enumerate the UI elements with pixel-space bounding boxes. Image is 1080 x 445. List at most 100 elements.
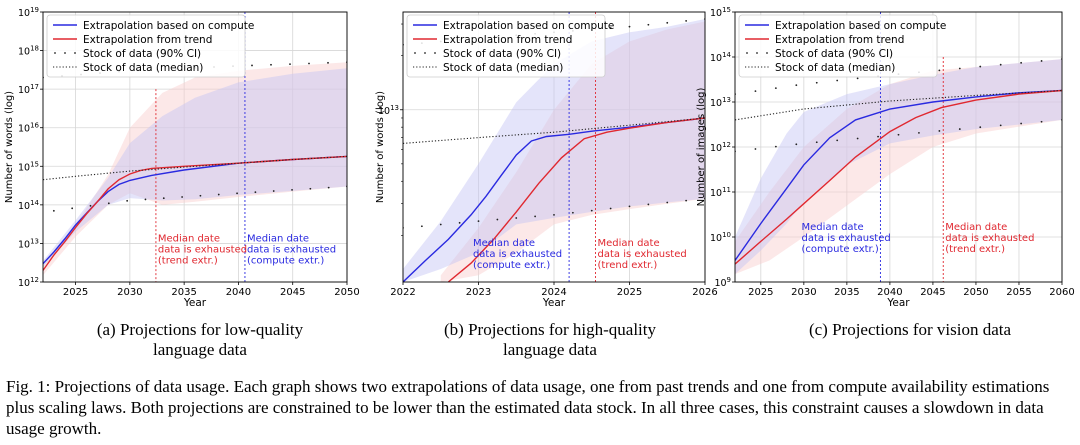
stock-ci-point [251,64,253,67]
legend-swatch-ci-dot [756,52,758,54]
legend-label: Stock of data (90% CI) [443,48,561,60]
legend-swatch-ci-dot [74,52,76,54]
subcaption-a: (a) Projections for low-quality language… [40,320,360,360]
x-tick-label: 2025 [617,287,642,298]
stock-ci-point [938,130,941,132]
x-tick-label: 2022 [390,287,415,298]
x-tick-label: 2045 [280,287,305,298]
stock-ci-point [754,90,757,93]
stock-ci-point [979,126,982,129]
confidence-band-1 [403,19,705,282]
stock-ci-point [458,221,461,224]
x-tick-label: 2026 [692,287,717,298]
legend: Extrapolation based on compute Extrapolat… [406,14,614,78]
legend-label: Stock of data (90% CI) [83,48,201,60]
stock-ci-point [270,63,272,66]
annotation-line: Median date [598,238,660,249]
stock-ci-point [52,209,55,212]
stock-ci-point [144,198,147,201]
stock-ci-point [685,20,688,22]
legend-label: Stock of data (median) [83,62,203,74]
legend-label: Extrapolation based on compute [443,20,614,32]
stock-ci-point [496,218,499,221]
series-trend [447,117,705,282]
stock-ci-point [999,124,1002,127]
legend-swatch-ci-dot [54,52,56,54]
stock-ci-point [958,67,961,70]
legend-swatch-ci-dot [434,52,436,54]
plot-area [735,12,1062,282]
figure-caption: Fig. 1: Projections of data usage. Each … [6,377,1050,438]
stock-ci-point [685,199,688,202]
y-tick-label: 1014 [710,51,732,64]
stock-ci-point [327,61,329,64]
series-stock-ci-4 [735,119,1062,153]
stock-ci-point [1020,122,1023,125]
stock-ci-point [666,201,669,204]
stock-ci-point [309,187,312,190]
stock-ci-point [609,207,612,210]
y-tick-label: 1014 [18,199,40,212]
legend-label: Extrapolation from trend [443,34,572,46]
annotation-line: (compute extr.) [247,255,324,266]
legend-label: Extrapolation based on compute [83,20,254,32]
stock-ci-point [289,63,291,66]
stock-ci-point [918,131,920,134]
series-trend [735,89,1062,265]
x-tick-label: 2030 [791,287,816,298]
x-tick-label: 2024 [541,287,566,298]
subcaption-a-line-2: language data [153,340,247,359]
y-tick-label: 1012 [710,141,731,154]
legend-label: Stock of data (median) [775,62,895,74]
y-tick-label: 109 [714,276,731,289]
chart-vision-data: 2025 2030 2035 2040 2045 2050 2055 2060 109 1010 1… [696,6,1075,309]
series-stock-ci-4 [52,185,347,212]
stock-ci-point [856,137,859,140]
stock-ci-point [420,225,423,228]
y-tick-label: 1012 [18,276,39,289]
confidence-band-1 [43,68,347,267]
series-compute [403,117,705,282]
x-tick-label: 2035 [171,287,196,298]
x-tick-label: 2045 [920,287,945,298]
annotation-line: data is exhausted [473,249,562,260]
stock-ci-point [590,209,593,212]
x-tick-label: 2050 [334,287,359,298]
y-axis-label: Number of images (log) [696,88,707,207]
stock-ci-point [795,143,798,146]
stock-ci-point [647,23,650,26]
series-stock-median [403,117,705,144]
stock-ci-point [199,194,202,197]
stock-ci-point [877,135,879,138]
stock-ci-point [272,190,275,192]
y-tick-label: 1018 [18,45,39,58]
stock-ci-point [958,128,961,130]
legend-box [406,14,606,78]
annotation-line: (compute extr.) [802,244,879,255]
y-tick-label: 1013 [378,104,399,117]
x-tick-label: 2050 [963,287,988,298]
x-tick-label: 2055 [1006,287,1031,298]
stock-ci-point [897,133,900,136]
stock-ci-point [628,205,631,208]
stock-ci-point [815,81,818,84]
y-tick-label: 1015 [18,160,39,173]
stock-ci-point [979,65,982,68]
confidence-band-1 [735,59,1062,275]
legend-label: Stock of data (90% CI) [775,48,893,60]
legend-swatch-ci-dot [746,52,748,54]
annotation-line: Median date [247,233,309,244]
y-tick-label: 1011 [710,186,731,199]
legend-swatch-ci-dot [424,52,426,54]
confidence-band-0 [735,59,1062,275]
stock-ci-point [1020,61,1023,64]
series-compute [735,89,1062,261]
annotation-line: data is exhausted [598,249,687,260]
legend-swatch-ci-dot [766,52,768,54]
y-tick-label: 1019 [18,6,39,19]
stock-ci-point [534,215,537,218]
subcaption-c-line-1: (c) Projections for vision data [808,320,1012,339]
stock-ci-point [553,213,555,216]
